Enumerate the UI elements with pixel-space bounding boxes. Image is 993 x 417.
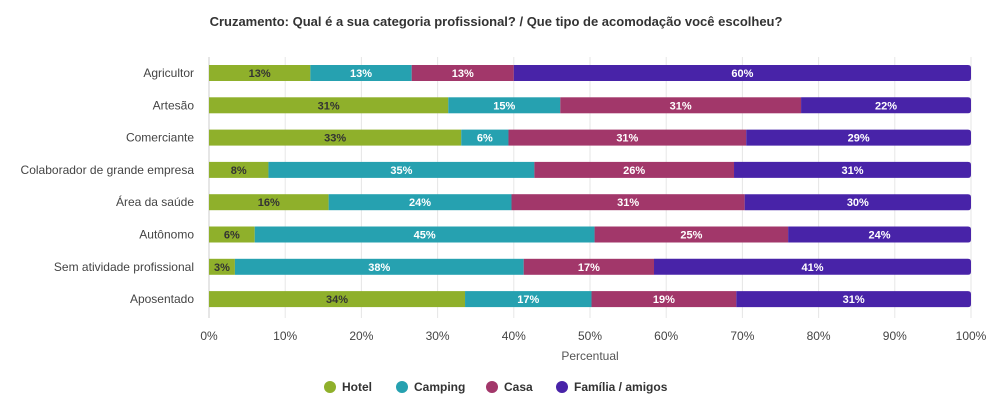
category-labels: Agricultor Artesão Comerciante Colaborador … (21, 66, 195, 306)
bar-segment[interactable] (328, 194, 512, 211)
category-label: Agricultor (143, 66, 194, 80)
data-label: 41% (801, 262, 823, 274)
data-label: 6% (224, 230, 240, 242)
bar-segment[interactable] (511, 194, 745, 211)
data-label: 3% (214, 262, 230, 274)
bar-segment[interactable] (523, 258, 655, 275)
x-tick-label: 0% (200, 329, 218, 343)
bar-segment[interactable] (448, 97, 561, 114)
data-label: 45% (414, 230, 436, 242)
x-tick-label: 20% (349, 329, 373, 343)
x-tick-label: 30% (426, 329, 450, 343)
legend-label[interactable]: Hotel (342, 380, 372, 394)
legend-marker (486, 381, 498, 393)
bar-segment[interactable] (591, 291, 737, 308)
category-label: Artesão (153, 98, 195, 112)
data-label: 15% (493, 100, 515, 112)
x-axis-ticks: 0% 10% 20% 30% 40% 50% 60% 70% 80% 90% 100% (200, 329, 986, 343)
data-label: 31% (670, 100, 692, 112)
bar-segment[interactable] (465, 291, 592, 308)
category-label: Área da saúde (116, 194, 194, 209)
data-label: 31% (617, 197, 639, 209)
category-label: Aposentado (130, 292, 194, 306)
data-label: 13% (350, 68, 372, 80)
x-tick-label: 90% (883, 329, 907, 343)
bar-segment[interactable] (534, 161, 735, 178)
x-tick-label: 40% (502, 329, 526, 343)
bar-segment[interactable] (594, 226, 789, 243)
data-label: 24% (869, 230, 891, 242)
bar-segment[interactable] (234, 258, 524, 275)
x-tick-label: 60% (654, 329, 678, 343)
bar-segment[interactable] (513, 65, 971, 81)
data-label: 35% (390, 165, 412, 177)
category-label: Colaborador de grande empresa (21, 163, 195, 177)
data-label: 31% (318, 100, 340, 112)
data-label: 6% (477, 133, 493, 145)
data-label: 25% (680, 230, 702, 242)
bar-segment[interactable] (209, 258, 235, 275)
data-label: 8% (231, 165, 247, 177)
gridlines (208, 57, 972, 318)
legend-label[interactable]: Família / amigos (574, 380, 668, 394)
bar-segment[interactable] (209, 194, 329, 211)
x-tick-label: 70% (730, 329, 754, 343)
bar-segment[interactable] (209, 97, 449, 114)
legend-marker (324, 381, 336, 393)
x-tick-label: 10% (273, 329, 297, 343)
data-label: 17% (578, 262, 600, 274)
x-tick-label: 80% (807, 329, 831, 343)
bar-segment[interactable] (788, 226, 971, 243)
data-label: 38% (368, 262, 390, 274)
bar-segment[interactable] (268, 161, 535, 178)
bar-segment[interactable] (254, 226, 595, 243)
data-label: 17% (517, 294, 539, 306)
bar-segment[interactable] (209, 291, 466, 308)
data-label: 13% (249, 68, 271, 80)
bar-segment[interactable] (736, 291, 971, 308)
bar-segment[interactable] (209, 161, 269, 178)
data-label: 60% (731, 68, 753, 80)
bar-segment[interactable] (508, 129, 747, 146)
data-label: 33% (324, 133, 346, 145)
bar-segment[interactable] (461, 129, 509, 146)
chart-title: Cruzamento: Qual é a sua categoria profi… (210, 14, 783, 29)
bar-segment[interactable] (746, 129, 971, 146)
x-axis-title: Percentual (561, 349, 618, 363)
x-tick-label: 50% (578, 329, 602, 343)
bar-segment[interactable] (209, 129, 462, 146)
legend-label[interactable]: Camping (414, 380, 465, 394)
data-label: 30% (847, 197, 869, 209)
bar-segment[interactable] (209, 65, 311, 81)
data-label: 19% (653, 294, 675, 306)
category-label: Sem atividade profissional (54, 260, 194, 274)
bar-segment[interactable] (310, 65, 412, 81)
data-label: 24% (409, 197, 431, 209)
data-label: 22% (875, 100, 897, 112)
data-label: 29% (848, 133, 870, 145)
legend-label[interactable]: Casa (504, 380, 533, 394)
data-label: 13% (452, 68, 474, 80)
bar-segment[interactable] (560, 97, 802, 114)
data-label: 31% (843, 294, 865, 306)
bar-segment[interactable] (801, 97, 971, 114)
bar-segment[interactable] (209, 226, 255, 243)
data-label: 31% (841, 165, 863, 177)
category-label: Autônomo (139, 228, 194, 242)
bars: 13% 13% 13% 60% 31% 15% 31% 22% 33% 6% 31% 29% 8% 35%… (209, 65, 971, 308)
bar-segment[interactable] (411, 65, 514, 81)
category-label: Comerciante (126, 131, 194, 145)
data-label: 16% (258, 197, 280, 209)
bar-segment[interactable] (744, 194, 971, 211)
legend: Hotel Camping Casa Família / amigos (324, 380, 668, 394)
x-tick-label: 100% (956, 329, 987, 343)
legend-marker (396, 381, 408, 393)
data-label: 26% (623, 165, 645, 177)
bar-segment[interactable] (654, 258, 971, 275)
data-label: 34% (326, 294, 348, 306)
legend-marker (556, 381, 568, 393)
data-label: 31% (616, 133, 638, 145)
bar-segment[interactable] (734, 161, 971, 178)
